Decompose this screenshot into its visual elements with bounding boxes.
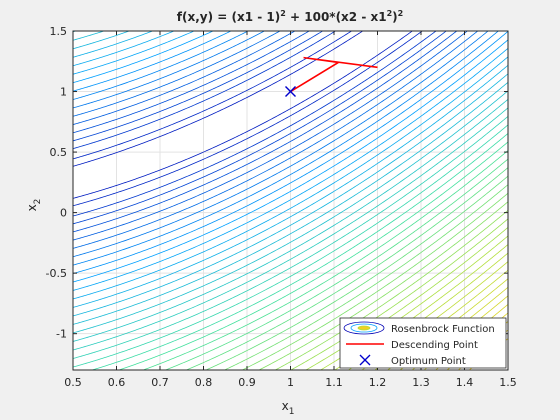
contour-plot [73,0,508,370]
x-tick-label: 1.2 [369,376,387,389]
x-tick-label: 1.1 [325,376,343,389]
contour-line [205,175,508,370]
legend-label: Rosenbrock Function [391,324,495,335]
descending-point-line [290,56,378,93]
x-tick-label: 0.8 [195,376,213,389]
legend-contour-icon-core [357,325,371,331]
title-sup: 2 [280,9,286,18]
contour-line [73,31,414,199]
y-axis-label-sub: 2 [33,199,43,205]
y-tick-label: 1 [60,86,67,99]
contour-line [73,48,508,291]
x-tick-label: 0.9 [238,376,256,389]
x-tick-label: 0.7 [151,376,169,389]
y-axis-label: x2 [25,199,43,212]
contour-line [73,56,508,300]
y-tick-label: -0.5 [46,267,67,280]
x-tick-label: 1.3 [412,376,430,389]
title-part: + 100*(x2 - x1 [286,10,387,24]
title-sup: 2 [387,9,393,18]
contour-line [73,31,447,225]
y-tick-label: 1.5 [50,25,68,38]
contour-line [73,73,508,317]
contour-line [73,0,135,15]
contour-line [73,124,508,368]
chart-title: f(x,y) = (x1 - 1)2 + 100*(x2 - x12)2 [177,9,403,24]
contour-line [185,167,508,370]
contour-line [73,31,337,150]
contour-line [73,31,266,109]
contour-line [73,31,214,84]
contour-line [73,31,437,217]
legend-entry-contour: Rosenbrock Function [343,321,495,335]
legend-contour-icon [343,321,385,335]
contour-line [73,31,78,33]
contour-line [73,64,508,308]
contour-line [73,31,353,160]
optimum-point-marker [285,86,296,98]
y-tick-label: 0.5 [50,146,68,159]
contour-line [73,31,458,233]
contour-line [73,81,508,325]
contour-line [73,31,468,241]
contour-line [73,31,281,117]
contour-line [73,31,499,266]
series-layer [285,56,378,98]
x-axis-label-base: x [282,399,289,413]
contour-line [73,31,154,58]
legend: Rosenbrock Function Descending Point Opt… [339,317,507,369]
contour-line [73,90,508,334]
y-axis-label-base: x [25,204,39,211]
contour-line [73,31,324,142]
x-axis-label: x1 [282,399,295,417]
contour-line [73,31,296,125]
x-axis-label-sub: 1 [289,407,295,417]
contour-line [73,31,364,167]
x-tick-label: 1.5 [499,376,517,389]
legend-label: Optimum Point [391,356,466,367]
contour-line [73,31,423,207]
contour-line [73,31,508,274]
y-tick-label: -1 [56,328,67,341]
contour-line [73,31,106,41]
contour-line [142,150,508,370]
contour-line [73,0,157,23]
contour-line [73,31,479,249]
title-part: ) [392,10,397,24]
contour-line [73,31,196,75]
x-tick-label: 1 [287,376,294,389]
contour-line [73,31,232,92]
contour-line [73,39,508,283]
contour-line [90,133,508,370]
contour-line [73,116,508,359]
contour-line [223,184,508,370]
ticks: 0.5 0.6 0.7 0.8 0.9 1 1.1 1.2 1.3 1.4 1.5 -1 -0.5 0 0.… [46,25,517,389]
title-part: f(x,y) = (x1 - 1) [177,10,280,24]
x-tick-label: 0.5 [64,376,82,389]
contour-line [73,31,131,50]
contour-line [73,31,176,67]
contour-line [73,99,508,342]
legend-entry-optimum: Optimum Point [359,354,466,367]
x-tick-label: 1.4 [456,376,474,389]
x-tick-label: 0.6 [108,376,126,389]
contour-line [241,192,508,370]
contour-line [73,31,489,258]
legend-entry-descending: Descending Point [346,340,478,351]
contour-line [117,141,508,370]
contour-line [73,31,310,134]
contour-line [73,31,249,100]
contour-line [73,107,508,351]
y-tick-label: 0 [60,207,67,220]
legend-x-marker-icon [359,354,371,366]
contour-line [164,158,508,370]
legend-contour-icon-inner [350,323,378,333]
contour-line [73,0,111,6]
legend-label: Descending Point [391,340,478,351]
title-sup: 2 [398,9,404,18]
